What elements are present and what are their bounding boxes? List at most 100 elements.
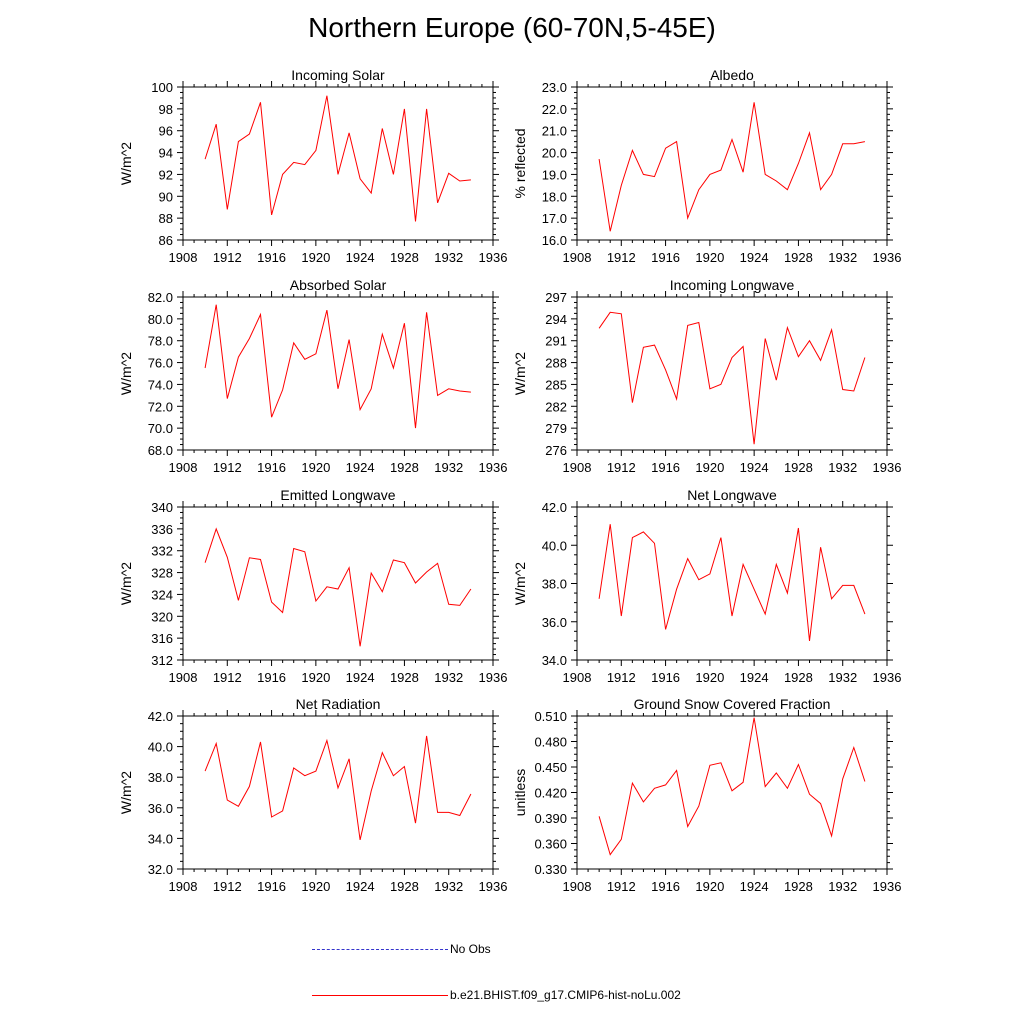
panel-title: Incoming Longwave (670, 277, 795, 293)
x-tick-label: 1912 (213, 460, 242, 475)
y-tick-label: 38.0 (542, 577, 567, 592)
panel-title: Net Radiation (296, 696, 381, 712)
series-line (204, 527, 472, 647)
x-tick-label: 1936 (873, 670, 902, 685)
y-tick-label: 279 (545, 421, 567, 436)
x-tick-label: 1908 (169, 670, 198, 685)
x-tick-label: 1912 (607, 879, 636, 894)
plot-frame (576, 296, 888, 451)
series-line (204, 304, 471, 429)
y-tick-label: 96 (159, 124, 173, 139)
x-tick-label: 1932 (434, 670, 463, 685)
x-tick-label: 1924 (346, 879, 375, 894)
y-tick-label: 0.450 (534, 760, 567, 775)
x-tick-label: 1920 (301, 670, 330, 685)
x-tick-label: 1916 (257, 460, 286, 475)
y-tick-label: 68.0 (148, 443, 173, 458)
x-tick-label: 1916 (651, 460, 680, 475)
x-tick-label: 1928 (784, 460, 813, 475)
plot-frame (182, 506, 494, 661)
y-tick-label: 21.0 (542, 124, 567, 139)
x-tick-label: 1928 (390, 460, 419, 475)
x-tick-label: 1920 (301, 879, 330, 894)
x-tick-label: 1908 (563, 670, 592, 685)
y-axis-label: W/m^2 (118, 142, 134, 185)
y-tick-label: 36.0 (542, 615, 567, 630)
x-tick-label: 1912 (213, 670, 242, 685)
x-tick-label: 1912 (607, 670, 636, 685)
x-tick-label: 1916 (651, 250, 680, 265)
x-tick-label: 1932 (828, 460, 857, 475)
x-tick-label: 1924 (740, 670, 769, 685)
y-tick-label: 0.390 (534, 811, 567, 826)
y-tick-label: 17.0 (542, 211, 567, 226)
y-tick-label: 23.0 (542, 80, 567, 95)
x-tick-label: 1908 (169, 879, 198, 894)
x-tick-label: 1936 (479, 250, 508, 265)
x-tick-label: 1920 (695, 460, 724, 475)
y-axis-label: W/m^2 (118, 771, 134, 814)
y-tick-label: 36.0 (148, 801, 173, 816)
x-tick-label: 1936 (873, 460, 902, 475)
x-tick-label: 1936 (479, 670, 508, 685)
x-tick-label: 1924 (346, 460, 375, 475)
y-tick-label: 0.420 (534, 786, 567, 801)
y-tick-label: 332 (151, 544, 173, 559)
x-tick-label: 1932 (434, 460, 463, 475)
chart-panel-4: Emitted Longwave W/m^2 1908 1912 1916 1920 192… (118, 487, 507, 685)
x-tick-label: 1924 (740, 460, 769, 475)
y-tick-label: 34.0 (542, 653, 567, 668)
x-tick-label: 1908 (169, 460, 198, 475)
x-tick-label: 1916 (651, 879, 680, 894)
panel-title: Emitted Longwave (280, 487, 395, 503)
y-tick-label: 294 (545, 312, 567, 327)
y-tick-label: 34.0 (148, 831, 173, 846)
series-line (598, 524, 866, 641)
x-tick-label: 1908 (563, 250, 592, 265)
y-tick-label: 100 (151, 80, 173, 95)
y-axis-label: unitless (512, 769, 528, 816)
x-tick-label: 1936 (873, 879, 902, 894)
x-tick-label: 1932 (434, 250, 463, 265)
y-tick-label: 76.0 (148, 356, 173, 371)
y-axis-label: W/m^2 (118, 562, 134, 605)
y-tick-label: 276 (545, 443, 567, 458)
y-tick-label: 22.0 (542, 102, 567, 117)
figure-title: Northern Europe (60-70N,5-45E) (308, 12, 716, 43)
y-tick-label: 78.0 (148, 334, 173, 349)
x-tick-label: 1924 (740, 879, 769, 894)
plot-frame (182, 86, 494, 241)
x-tick-label: 1916 (257, 250, 286, 265)
x-tick-label: 1924 (346, 250, 375, 265)
panel-title: Net Longwave (687, 487, 777, 503)
series-line (204, 95, 471, 222)
y-tick-label: 316 (151, 631, 173, 646)
y-tick-label: 90 (159, 189, 173, 204)
y-tick-label: 328 (151, 566, 173, 581)
y-tick-label: 74.0 (148, 377, 173, 392)
x-tick-label: 1932 (828, 670, 857, 685)
x-tick-label: 1912 (213, 879, 242, 894)
y-tick-label: 42.0 (148, 709, 173, 724)
panel-title: Absorbed Solar (290, 277, 387, 293)
x-tick-label: 1920 (695, 879, 724, 894)
legend-swatch-no-obs (312, 948, 448, 950)
y-tick-label: 291 (545, 334, 567, 349)
x-tick-label: 1928 (390, 670, 419, 685)
chart-panel-6: Net Radiation W/m^2 1908 1912 1916 1920 1924 19… (118, 696, 507, 894)
y-tick-label: 70.0 (148, 421, 173, 436)
x-tick-label: 1928 (390, 879, 419, 894)
x-tick-label: 1908 (169, 250, 198, 265)
x-tick-label: 1920 (695, 250, 724, 265)
y-tick-label: 0.330 (534, 862, 567, 877)
y-tick-label: 18.0 (542, 189, 567, 204)
y-tick-label: 42.0 (542, 500, 567, 515)
y-tick-label: 19.0 (542, 167, 567, 182)
x-tick-label: 1924 (346, 670, 375, 685)
legend-item-no-obs: No Obs (312, 942, 491, 956)
x-tick-label: 1916 (651, 670, 680, 685)
panel-title: Ground Snow Covered Fraction (634, 696, 831, 712)
plot-frame (182, 296, 494, 451)
legend-item-model-run: b.e21.BHIST.f09_g17.CMIP6-hist-noLu.002 (312, 988, 681, 1002)
